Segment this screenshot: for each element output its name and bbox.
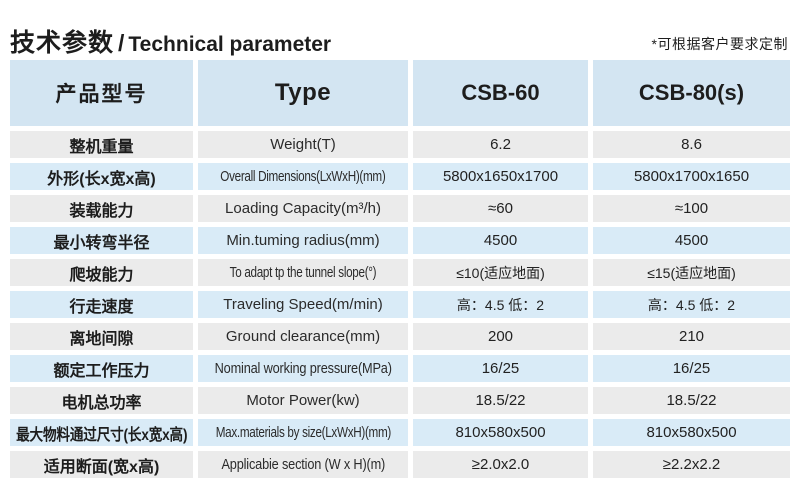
page-title-en: Technical parameter [128,33,332,56]
param-en-ground-clearance: Ground clearance(mm) [198,323,408,350]
value-csb80-ground-clearance: 210 [593,323,790,350]
param-en-max-material-size: Max.materials by size(LxWxH)(mm) [198,419,408,446]
value-csb60-loading-capacity: ≈60 [413,195,588,222]
param-en-working-pressure: Nominal working pressure(MPa) [198,355,408,382]
value-csb60-ground-clearance: 200 [413,323,588,350]
title-separator: / [118,30,125,56]
value-csb80-applicable-section: ≥2.2x2.2 [593,451,790,478]
param-en-applicable-section: Applicabie section (W x H)(m) [198,451,408,478]
param-zh-loading-capacity: 装载能力 [10,195,193,222]
value-csb80-motor-power: 18.5/22 [593,387,790,414]
param-en-slope: To adapt tp the tunnel slope(°) [198,259,408,286]
col-header-type: Type [198,60,408,126]
param-zh-dimensions: 外形(长x宽x高) [10,163,193,190]
page-header: 技术参数 / Technical parameter *可根据客户要求定制 [10,14,788,56]
spec-table: 产品型号 Type CSB-60 CSB-80(s) 整机重量 Weight(T… [10,60,790,478]
param-zh-ground-clearance: 离地间隙 [10,323,193,350]
param-en-loading-capacity: Loading Capacity(m³/h) [198,195,408,222]
value-csb80-max-material-size: 810x580x500 [593,419,790,446]
value-csb60-working-pressure: 16/25 [413,355,588,382]
value-csb60-applicable-section: ≥2.0x2.0 [413,451,588,478]
param-zh-applicable-section: 适用断面(宽x高) [10,451,193,478]
param-en-dimensions: Overall Dimensions(LxWxH)(mm) [198,163,408,190]
page-title: 技术参数 / Technical parameter [10,31,331,56]
value-csb80-dimensions: 5800x1700x1650 [593,163,790,190]
col-header-csb60: CSB-60 [413,60,588,126]
param-zh-max-material-size: 最大物料通过尺寸(长x宽x高) [10,419,193,446]
param-zh-working-pressure: 额定工作压力 [10,355,193,382]
param-zh-weight: 整机重量 [10,131,193,158]
value-csb80-working-pressure: 16/25 [593,355,790,382]
param-en-turning-radius: Min.tuming radius(mm) [198,227,408,254]
value-csb80-slope: ≤15(适应地面) [593,259,790,286]
value-csb60-weight: 6.2 [413,131,588,158]
value-csb60-dimensions: 5800x1650x1700 [413,163,588,190]
page-title-zh: 技术参数 [10,29,115,57]
value-csb60-slope: ≤10(适应地面) [413,259,588,286]
param-zh-motor-power: 电机总功率 [10,387,193,414]
col-header-product-model: 产品型号 [10,60,193,126]
param-zh-traveling-speed: 行走速度 [10,291,193,318]
value-csb60-traveling-speed: 高：4.5 低：2 [413,291,588,318]
param-zh-turning-radius: 最小转弯半径 [10,227,193,254]
value-csb60-max-material-size: 810x580x500 [413,419,588,446]
value-csb80-loading-capacity: ≈100 [593,195,790,222]
param-en-weight: Weight(T) [198,131,408,158]
value-csb80-weight: 8.6 [593,131,790,158]
col-header-csb80: CSB-80(s) [593,60,790,126]
param-en-traveling-speed: Traveling Speed(m/min) [198,291,408,318]
param-zh-slope: 爬坡能力 [10,259,193,286]
param-en-motor-power: Motor Power(kw) [198,387,408,414]
value-csb80-traveling-speed: 高：4.5 低：2 [593,291,790,318]
value-csb60-motor-power: 18.5/22 [413,387,588,414]
value-csb60-turning-radius: 4500 [413,227,588,254]
value-csb80-turning-radius: 4500 [593,227,790,254]
customization-note: *可根据客户要求定制 [651,36,788,52]
